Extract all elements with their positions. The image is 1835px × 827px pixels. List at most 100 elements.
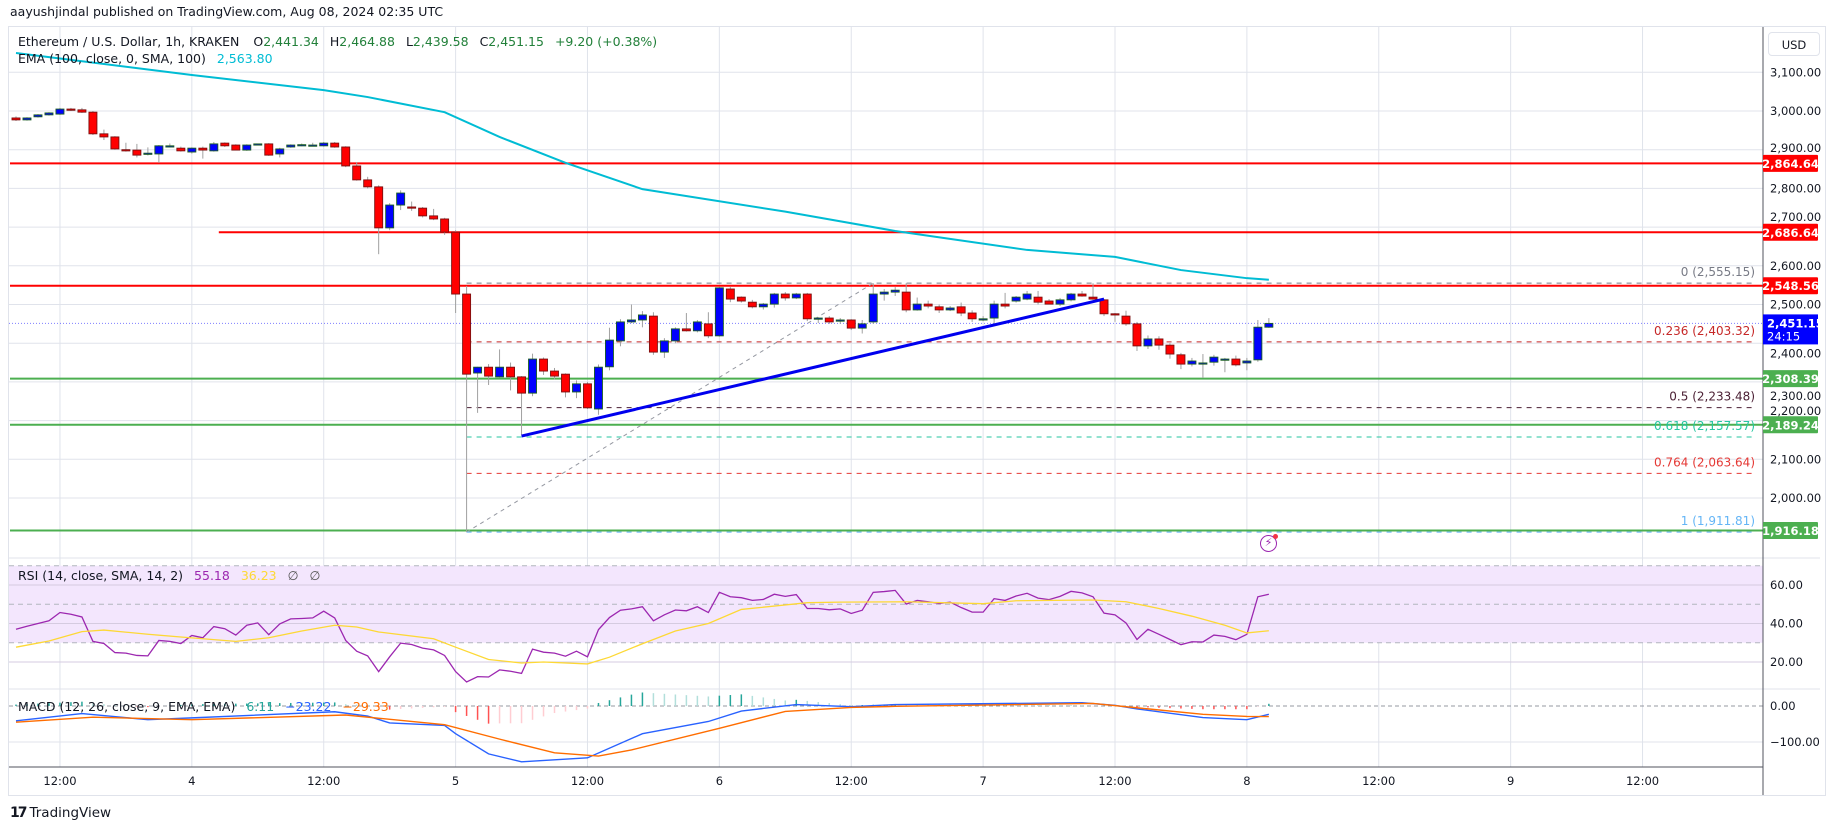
candle-up — [637, 314, 647, 321]
symbol-legend[interactable]: Ethereum / U.S. Dollar, 1h, KRAKEN O2,44… — [18, 34, 664, 49]
candle-up — [857, 323, 867, 329]
time-tick-label: 6 — [716, 774, 723, 788]
time-tick-label: 9 — [1507, 774, 1514, 788]
fib-level-label: 0 (2,555.15) — [1681, 265, 1755, 279]
rsi-guides — [9, 565, 1763, 663]
candle-up — [253, 143, 263, 146]
candle-up — [297, 144, 307, 147]
candle-down — [583, 383, 592, 409]
lightning-icon[interactable]: ⚡ — [1260, 534, 1278, 552]
candle-up — [1264, 322, 1274, 328]
price-tick-label: 2,700.00 — [1770, 210, 1821, 224]
macd-tick-label: −100.00 — [1770, 735, 1820, 749]
candle-up — [1209, 356, 1219, 363]
candle-down — [198, 147, 208, 151]
time-tick-label: 12:00 — [1098, 774, 1131, 788]
candle-down — [1121, 315, 1131, 325]
rsi-legend[interactable]: RSI (14, close, SMA, 14, 2) 55.18 36.23 … — [18, 568, 327, 583]
candle-down — [110, 136, 120, 150]
macd-pane — [9, 692, 1763, 763]
candle-down — [220, 142, 230, 147]
trendline[interactable] — [521, 297, 1105, 438]
signal-line — [15, 702, 1269, 757]
ema-line — [15, 51, 1269, 281]
candle-up — [626, 319, 636, 323]
level-price-label: 1,916.18 — [1762, 524, 1819, 538]
price-tick-label: 2,400.00 — [1770, 346, 1821, 360]
fib-level-label: 0.236 (2,403.32) — [1654, 324, 1755, 338]
fib-level-label: 0.5 (2,233.48) — [1669, 390, 1755, 404]
candle-up — [385, 204, 395, 229]
support-price-badge — [1763, 416, 1818, 434]
last-price-badge — [1763, 314, 1818, 345]
candle-up — [495, 366, 505, 378]
candle-down — [1000, 303, 1010, 307]
price-tick-label: 2,500.00 — [1770, 298, 1821, 312]
candle-down — [1099, 299, 1109, 315]
fib-level-label: 1 (1,911.81) — [1681, 514, 1755, 528]
grid — [9, 27, 1763, 767]
candle-down — [1154, 338, 1164, 346]
fib-level-label: 0.764 (2,063.64) — [1654, 455, 1755, 469]
price-tick-label: 2,900.00 — [1770, 141, 1821, 155]
candle-down — [539, 358, 548, 372]
macd-legend[interactable]: MACD (12, 26, close, 9, EMA, EMA) 6.11 −… — [18, 699, 396, 714]
last-price-label: 2,451.15 — [1767, 316, 1824, 330]
ema-legend[interactable]: EMA (100, close, 0, SMA, 100) 2,563.80 — [18, 51, 280, 66]
candle-down — [967, 312, 977, 320]
chart-frame — [8, 26, 1826, 796]
tradingview-logo: 17 TradingView — [10, 805, 111, 821]
price-change: +9.20 (+0.38%) — [554, 34, 658, 49]
candle-up — [1066, 293, 1076, 301]
fibonacci-retracement[interactable]: 0 (2,555.15) 0.236 (2,403.32) 0.5 (2,233.4… — [466, 265, 1755, 533]
macd-value: −23.22 — [285, 699, 332, 714]
candle-down — [176, 147, 186, 152]
candle-up — [33, 114, 43, 118]
candle-down — [352, 165, 362, 181]
rsi-tick-label: 60.00 — [1770, 578, 1803, 592]
level-price-label: 2,864.64 — [1762, 157, 1819, 171]
macd-signal-value: −29.33 — [342, 699, 389, 714]
candle-down — [736, 296, 746, 302]
candle-up — [22, 117, 32, 121]
time-tick-label: 7 — [979, 774, 986, 788]
rsi-label: RSI (14, close, SMA, 14, 2) — [18, 568, 184, 583]
candle-up — [890, 289, 900, 293]
ema-100-line — [15, 51, 1269, 281]
price-tick-label: 2,600.00 — [1770, 259, 1821, 273]
price-tick-label: 2,000.00 — [1770, 491, 1821, 505]
candle-up — [187, 147, 197, 153]
support-price-badge — [1763, 521, 1818, 539]
candle-up — [275, 148, 285, 155]
candle-up — [209, 143, 219, 152]
candle-up — [912, 303, 922, 311]
time-tick-label: 12:00 — [571, 774, 604, 788]
price-tick-label: 2,300.00 — [1770, 389, 1821, 403]
resistance-price-badge — [1763, 223, 1818, 241]
candle-up — [242, 144, 252, 151]
candle-up — [154, 145, 164, 155]
candle-down — [484, 366, 494, 377]
logo-text: TradingView — [29, 805, 112, 821]
candle-down — [341, 146, 351, 167]
candle-up — [989, 303, 999, 319]
candle-down — [1132, 323, 1142, 347]
fib-level-label: 0.618 (2,157.57) — [1654, 419, 1755, 433]
bar-countdown: 24:15 — [1767, 329, 1800, 343]
candle-up — [769, 293, 779, 305]
candle-down — [418, 207, 428, 217]
currency-button[interactable]: USD — [1768, 32, 1820, 56]
candle-up — [55, 108, 65, 115]
candle-down — [99, 133, 109, 138]
candle-up — [319, 142, 329, 147]
rsi-line — [15, 589, 1270, 683]
candle-up — [44, 112, 54, 116]
candle-down — [330, 142, 340, 148]
ohlc-low: L2,439.58 — [405, 34, 469, 49]
price-tick-label: 3,100.00 — [1770, 65, 1821, 79]
candle-down — [1176, 354, 1186, 365]
candle-down — [550, 370, 559, 377]
candle-down — [132, 149, 142, 156]
candle-up — [868, 293, 878, 323]
